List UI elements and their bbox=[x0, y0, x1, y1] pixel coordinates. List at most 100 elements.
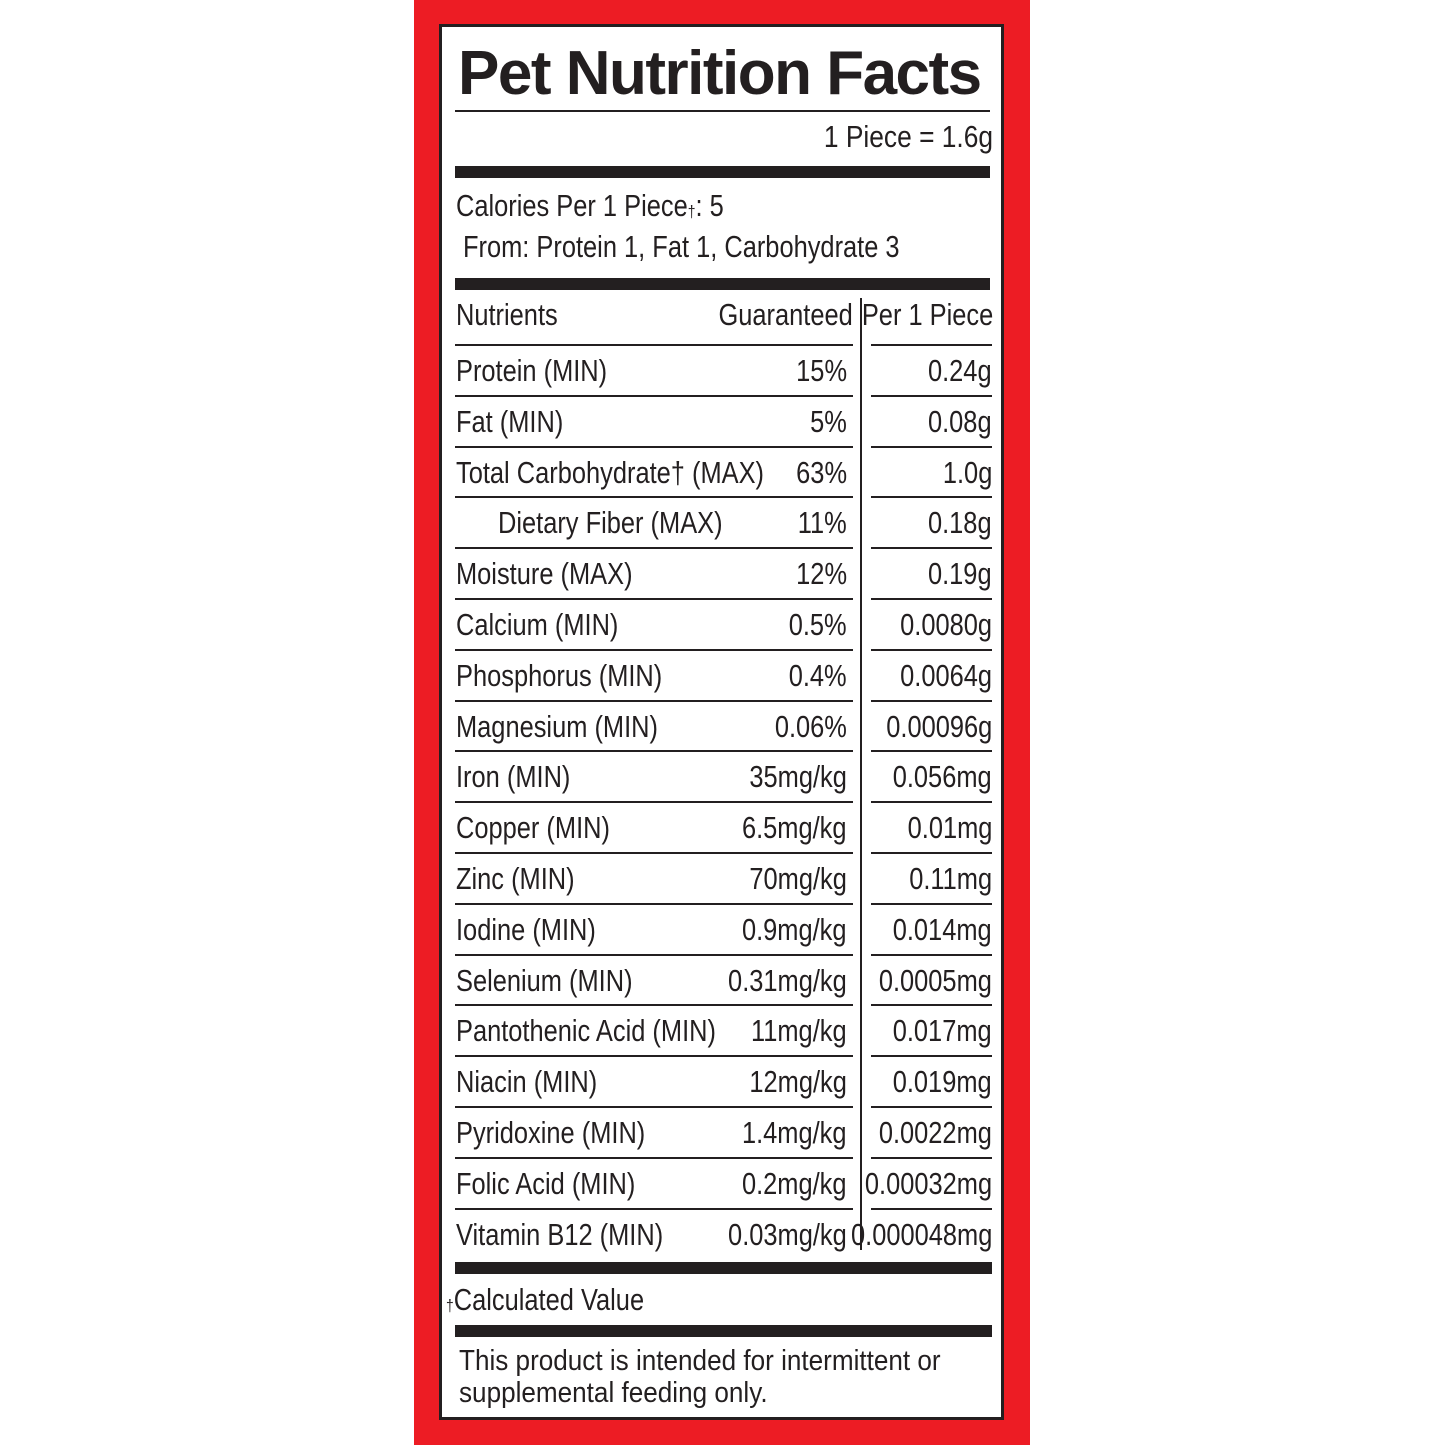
thick-rule-3 bbox=[455, 1262, 992, 1274]
nutrient-name: Niacin (MIN) bbox=[456, 1064, 598, 1100]
nutrient-guaranteed: 0.06% bbox=[774, 708, 847, 744]
nutrient-guaranteed: 1.4mg/kg bbox=[742, 1115, 847, 1150]
nutrient-name: Calcium (MIN) bbox=[456, 607, 619, 642]
nutrient-per-piece: 1.0g bbox=[942, 454, 992, 490]
row-separator bbox=[871, 953, 992, 956]
nutrient-per-piece: 0.0005mg bbox=[878, 962, 992, 998]
nutrient-per-piece: 0.0022mg bbox=[878, 1115, 992, 1150]
nutrient-guaranteed: 11% bbox=[798, 505, 847, 541]
row-separator bbox=[455, 953, 853, 956]
nutrient-guaranteed: 0.4% bbox=[789, 657, 847, 693]
row-separator bbox=[871, 394, 992, 397]
row-separator bbox=[871, 801, 992, 804]
nutrient-name: Selenium (MIN) bbox=[456, 962, 633, 998]
nutrient-per-piece: 0.19g bbox=[928, 556, 992, 592]
row-separator bbox=[871, 547, 992, 550]
nutrient-per-piece: 0.000048mg bbox=[850, 1216, 992, 1252]
row-separator bbox=[871, 496, 992, 499]
nutrient-name: Vitamin B12 (MIN) bbox=[456, 1216, 664, 1252]
row-separator bbox=[455, 750, 853, 753]
calories-from: From: Protein 1, Fat 1, Carbohydrate 3 bbox=[463, 229, 900, 264]
calories-line: Calories Per 1 Piece†: 5 bbox=[456, 184, 724, 228]
nutrient-per-piece: 0.08g bbox=[928, 403, 992, 439]
nutrient-per-piece: 0.01mg bbox=[907, 810, 992, 846]
header-nutrients: Nutrients bbox=[456, 297, 558, 332]
nutrient-guaranteed: 5% bbox=[810, 403, 847, 439]
nutrient-guaranteed: 63% bbox=[796, 454, 847, 490]
nutrient-guaranteed: 0.5% bbox=[789, 607, 847, 642]
nutrient-per-piece: 0.00096g bbox=[885, 708, 992, 744]
row-separator bbox=[455, 1004, 853, 1007]
nutrient-name: Phosphorus (MIN) bbox=[456, 657, 663, 693]
row-separator bbox=[871, 1207, 992, 1210]
nutrient-guaranteed: 0.2mg/kg bbox=[742, 1165, 847, 1201]
column-divider bbox=[860, 298, 862, 1250]
footnote-text: Calculated Value bbox=[453, 1282, 645, 1317]
row-separator bbox=[455, 394, 853, 397]
nutrient-name: Total Carbohydrate† (MAX) bbox=[456, 454, 764, 490]
row-separator bbox=[871, 750, 992, 753]
nutrient-guaranteed: 0.31mg/kg bbox=[728, 962, 847, 998]
nutrient-per-piece: 0.056mg bbox=[893, 759, 992, 795]
row-separator bbox=[455, 902, 853, 905]
nutrient-name: Dietary Fiber (MAX) bbox=[498, 505, 723, 541]
calories-dagger: † bbox=[687, 202, 696, 221]
row-separator bbox=[871, 699, 992, 702]
nutrient-name: Magnesium (MIN) bbox=[456, 708, 658, 744]
nutrient-guaranteed: 0.9mg/kg bbox=[742, 911, 847, 947]
serving-size: 1 Piece = 1.6g bbox=[823, 119, 993, 154]
row-separator bbox=[871, 445, 992, 448]
nutrient-per-piece: 0.0064g bbox=[900, 657, 992, 693]
nutrient-per-piece: 0.18g bbox=[928, 505, 992, 541]
nutrition-panel bbox=[442, 27, 1001, 1417]
nutrient-guaranteed: 35mg/kg bbox=[749, 759, 847, 795]
row-separator bbox=[455, 1106, 853, 1108]
header-per-piece: Per 1 Piece bbox=[861, 297, 993, 332]
row-separator bbox=[455, 598, 853, 600]
row-separator bbox=[871, 1106, 992, 1108]
nutrient-name: Folic Acid (MIN) bbox=[456, 1165, 636, 1201]
disclaimer-line-1: This product is intended for intermitten… bbox=[459, 1345, 941, 1377]
row-separator bbox=[871, 648, 992, 651]
nutrient-per-piece: 0.24g bbox=[928, 353, 992, 388]
nutrient-name: Fat (MIN) bbox=[456, 403, 564, 439]
label-title: Pet Nutrition Facts bbox=[458, 39, 982, 108]
row-separator bbox=[455, 1156, 853, 1159]
nutrient-per-piece: 0.014mg bbox=[893, 911, 992, 947]
thick-rule-1 bbox=[455, 166, 990, 178]
row-separator bbox=[871, 852, 992, 854]
row-separator bbox=[455, 852, 853, 854]
nutrient-name: Iron (MIN) bbox=[456, 759, 571, 795]
row-separator bbox=[455, 547, 853, 550]
row-separator bbox=[871, 902, 992, 905]
row-separator bbox=[455, 496, 853, 499]
nutrient-guaranteed: 12mg/kg bbox=[749, 1064, 847, 1100]
nutrient-name: Zinc (MIN) bbox=[456, 861, 575, 896]
thick-rule-2 bbox=[455, 278, 990, 290]
row-separator bbox=[455, 699, 853, 702]
nutrient-guaranteed: 6.5mg/kg bbox=[742, 810, 847, 846]
row-separator bbox=[455, 648, 853, 651]
row-separator bbox=[871, 1156, 992, 1159]
row-separator bbox=[871, 344, 992, 346]
nutrient-guaranteed: 70mg/kg bbox=[749, 861, 847, 896]
nutrient-guaranteed: 11mg/kg bbox=[751, 1013, 847, 1049]
nutrient-per-piece: 0.00032mg bbox=[864, 1165, 992, 1201]
nutrient-per-piece: 0.017mg bbox=[893, 1013, 992, 1049]
row-separator bbox=[455, 1207, 853, 1210]
footnote: †Calculated Value bbox=[446, 1278, 644, 1322]
row-separator bbox=[455, 801, 853, 804]
nutrient-guaranteed: 12% bbox=[796, 556, 847, 592]
nutrient-name: Pantothenic Acid (MIN) bbox=[456, 1013, 716, 1049]
nutrient-per-piece: 0.0080g bbox=[900, 607, 992, 642]
header-guaranteed: Guaranteed bbox=[718, 297, 853, 332]
footnote-dagger: † bbox=[446, 1296, 454, 1315]
nutrient-per-piece: 0.019mg bbox=[893, 1064, 992, 1100]
row-separator bbox=[871, 1055, 992, 1058]
nutrient-name: Moisture (MAX) bbox=[456, 556, 633, 592]
row-separator bbox=[871, 1004, 992, 1007]
disclaimer-line-2: supplemental feeding only. bbox=[459, 1377, 768, 1409]
nutrient-name: Copper (MIN) bbox=[456, 810, 610, 846]
row-separator bbox=[455, 344, 853, 346]
calories-label: Calories Per 1 Piece bbox=[456, 188, 688, 223]
